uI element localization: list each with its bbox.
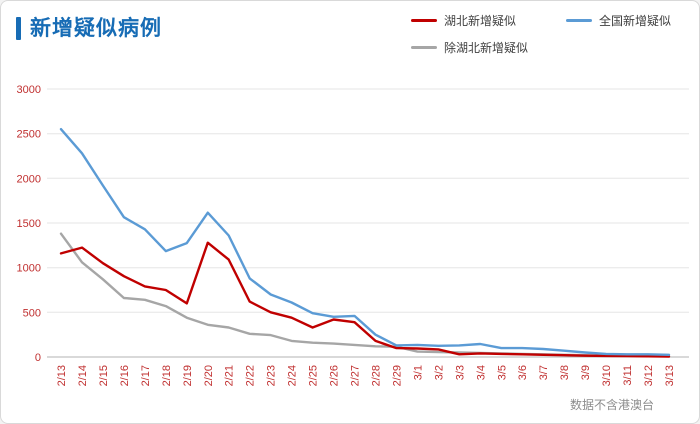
x-tick-label: 2/24	[287, 365, 299, 386]
legend-label-ex-hubei: 除湖北新增疑似	[444, 41, 529, 55]
x-tick-label: 2/27	[350, 365, 362, 386]
x-tick-label: 3/12	[643, 365, 655, 386]
legend-marker-national	[566, 19, 593, 22]
x-tick-label: 3/7	[538, 365, 550, 380]
y-tick-label: 2000	[17, 173, 41, 185]
x-tick-label: 2/16	[119, 365, 131, 386]
legend-item-national[interactable]: 全国新增疑似	[566, 12, 671, 29]
legend-marker-hubei	[411, 19, 437, 22]
x-tick-label: 3/5	[496, 365, 508, 380]
legend-label-hubei: 湖北新增疑似	[444, 14, 517, 28]
x-tick-label: 3/8	[559, 365, 571, 380]
x-tick-label: 3/2	[433, 365, 445, 380]
x-tick-label: 3/1	[412, 365, 424, 380]
x-tick-label: 2/17	[140, 365, 152, 386]
x-tick-label: 3/6	[517, 365, 529, 380]
series-line-hubei	[59, 241, 671, 358]
legend-marker-ex-hubei	[411, 46, 437, 49]
legend-label-national: 全国新增疑似	[599, 14, 672, 28]
x-tick-label: 3/11	[622, 365, 634, 386]
y-tick-label: 1500	[17, 218, 41, 230]
x-tick-label: 3/4	[475, 365, 487, 380]
series-line-ex-hubei	[59, 232, 671, 358]
chart-title-row: 新增疑似病例	[16, 17, 162, 40]
y-tick-label: 3000	[17, 84, 41, 96]
x-tick-label: 2/19	[182, 365, 194, 386]
x-tick-label: 2/29	[391, 365, 403, 386]
legend: 湖北新增疑似 全国新增疑似 除湖北新增疑似	[411, 12, 671, 56]
x-tick-label: 3/13	[664, 365, 676, 386]
y-tick-label: 1000	[17, 263, 41, 275]
legend-item-ex-hubei[interactable]: 除湖北新增疑似	[411, 39, 528, 56]
series-line-national	[59, 127, 671, 356]
y-tick-label: 2500	[17, 129, 41, 141]
legend-item-hubei[interactable]: 湖北新增疑似	[411, 12, 528, 29]
page-title: 新增疑似病例	[30, 17, 162, 40]
x-tick-label: 2/20	[203, 365, 215, 386]
x-tick-label: 2/22	[245, 365, 257, 386]
y-tick-label: 0	[35, 352, 41, 364]
x-tick-label: 2/25	[308, 365, 320, 386]
x-tick-label: 2/23	[266, 365, 278, 386]
title-accent-bar	[16, 17, 21, 40]
data-scope-note: 数据不含港澳台	[569, 398, 654, 412]
x-tick-label: 2/15	[98, 365, 110, 386]
x-tick-label: 2/21	[224, 365, 236, 386]
x-tick-label: 2/18	[161, 365, 173, 386]
x-tick-label: 2/14	[77, 365, 89, 386]
x-tick-label: 2/26	[329, 365, 341, 386]
y-tick-label: 500	[23, 307, 41, 319]
x-tick-label: 2/28	[371, 365, 383, 386]
x-tick-label: 3/10	[601, 365, 613, 386]
x-tick-label: 3/9	[580, 365, 592, 380]
x-tick-label: 3/3	[454, 365, 466, 380]
x-tick-label: 2/13	[56, 365, 68, 386]
